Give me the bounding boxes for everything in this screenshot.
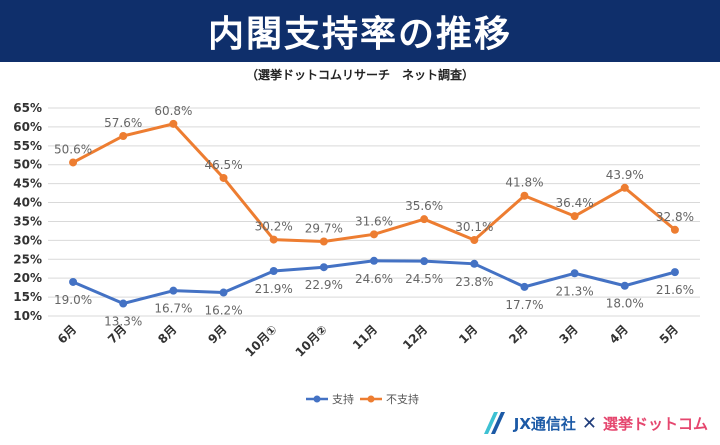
y-tick-label: 40% (13, 196, 42, 210)
data-label: 21.6% (656, 283, 694, 297)
data-point (420, 257, 429, 266)
y-tick-label: 10% (13, 309, 42, 323)
title-banner: 内閣支持率の推移 (0, 0, 720, 62)
x-tick-label: 8月 (155, 322, 179, 346)
data-label: 46.5% (204, 158, 242, 172)
x-tick-label: 6月 (55, 322, 79, 346)
data-label: 30.2% (255, 220, 293, 234)
y-tick-label: 35% (13, 214, 42, 228)
x-tick-label: 12月 (400, 322, 430, 352)
senkyo-logo-text: 選挙ドットコム (602, 414, 708, 433)
data-point (169, 286, 178, 295)
data-point (119, 131, 128, 140)
data-label: 30.1% (455, 220, 493, 234)
data-label: 57.6% (104, 116, 142, 130)
data-label: 24.5% (405, 272, 443, 286)
data-point (269, 235, 278, 244)
data-point (470, 259, 479, 268)
x-tick-label: 2月 (506, 322, 530, 346)
data-label: 31.6% (355, 214, 393, 228)
data-point (119, 299, 128, 308)
data-label: 13.3% (104, 315, 142, 329)
y-tick-label: 50% (13, 158, 42, 172)
data-point (370, 230, 378, 239)
y-tick-label: 25% (13, 252, 42, 266)
data-label: 24.6% (355, 272, 393, 286)
x-tick-label: 1月 (456, 322, 480, 346)
data-point (69, 158, 78, 167)
data-label: 50.6% (54, 142, 92, 156)
legend-marker (367, 395, 375, 403)
legend-label: 不支持 (386, 392, 419, 406)
data-point (219, 288, 228, 297)
data-point (670, 268, 679, 277)
x-tick-label: 10月① (242, 322, 279, 359)
data-label: 19.0% (54, 293, 92, 307)
y-tick-label: 45% (13, 177, 42, 191)
logo-separator: ✕ (581, 412, 597, 434)
data-point (319, 263, 328, 272)
data-label: 16.7% (154, 302, 192, 316)
y-tick-label: 65% (13, 101, 42, 115)
x-tick-label: 4月 (607, 322, 631, 346)
jx-logo-icon (483, 412, 505, 434)
data-point (269, 266, 278, 275)
data-point (670, 225, 679, 234)
data-point (470, 235, 479, 244)
data-label: 43.9% (606, 168, 644, 182)
data-point (520, 282, 529, 291)
data-point (570, 269, 579, 278)
data-point (319, 237, 328, 246)
data-point (570, 212, 579, 221)
x-tick-label: 5月 (657, 322, 681, 346)
y-tick-label: 30% (13, 233, 42, 247)
data-point (620, 281, 629, 290)
data-point (370, 256, 378, 265)
data-label: 21.9% (255, 282, 293, 296)
data-point (620, 183, 629, 192)
legend-label: 支持 (332, 392, 354, 406)
x-tick-label: 11月 (350, 322, 380, 352)
data-label: 17.7% (505, 298, 543, 312)
data-label: 16.2% (204, 304, 242, 318)
data-label: 36.4% (556, 196, 594, 210)
y-tick-label: 55% (13, 139, 42, 153)
y-tick-label: 60% (13, 120, 42, 134)
data-point (169, 119, 178, 128)
data-label: 60.8% (154, 104, 192, 118)
data-label: 22.9% (305, 278, 343, 292)
data-label: 18.0% (606, 297, 644, 311)
data-label: 23.8% (455, 275, 493, 289)
data-label: 41.8% (505, 176, 543, 190)
data-point (520, 191, 529, 200)
footer-logo: JX通信社 ✕ 選挙ドットコム (482, 412, 708, 434)
x-tick-label: 9月 (205, 322, 229, 346)
data-label: 29.7% (305, 221, 343, 235)
data-point (420, 215, 429, 224)
data-label: 32.8% (656, 210, 694, 224)
data-label: 21.3% (556, 284, 594, 298)
chart-subtitle: （選挙ドットコムリサーチ ネット調査） (245, 68, 474, 82)
x-tick-label: 3月 (556, 322, 580, 346)
y-tick-label: 20% (13, 271, 42, 285)
x-tick-label: 10月② (293, 322, 330, 359)
legend-marker (313, 395, 321, 403)
page-title: 内閣支持率の推移 (207, 14, 512, 55)
jx-logo-text: JX通信社 (513, 414, 576, 433)
y-tick-label: 15% (13, 290, 42, 304)
data-label: 35.6% (405, 199, 443, 213)
data-point (219, 173, 228, 182)
data-point (69, 277, 78, 286)
